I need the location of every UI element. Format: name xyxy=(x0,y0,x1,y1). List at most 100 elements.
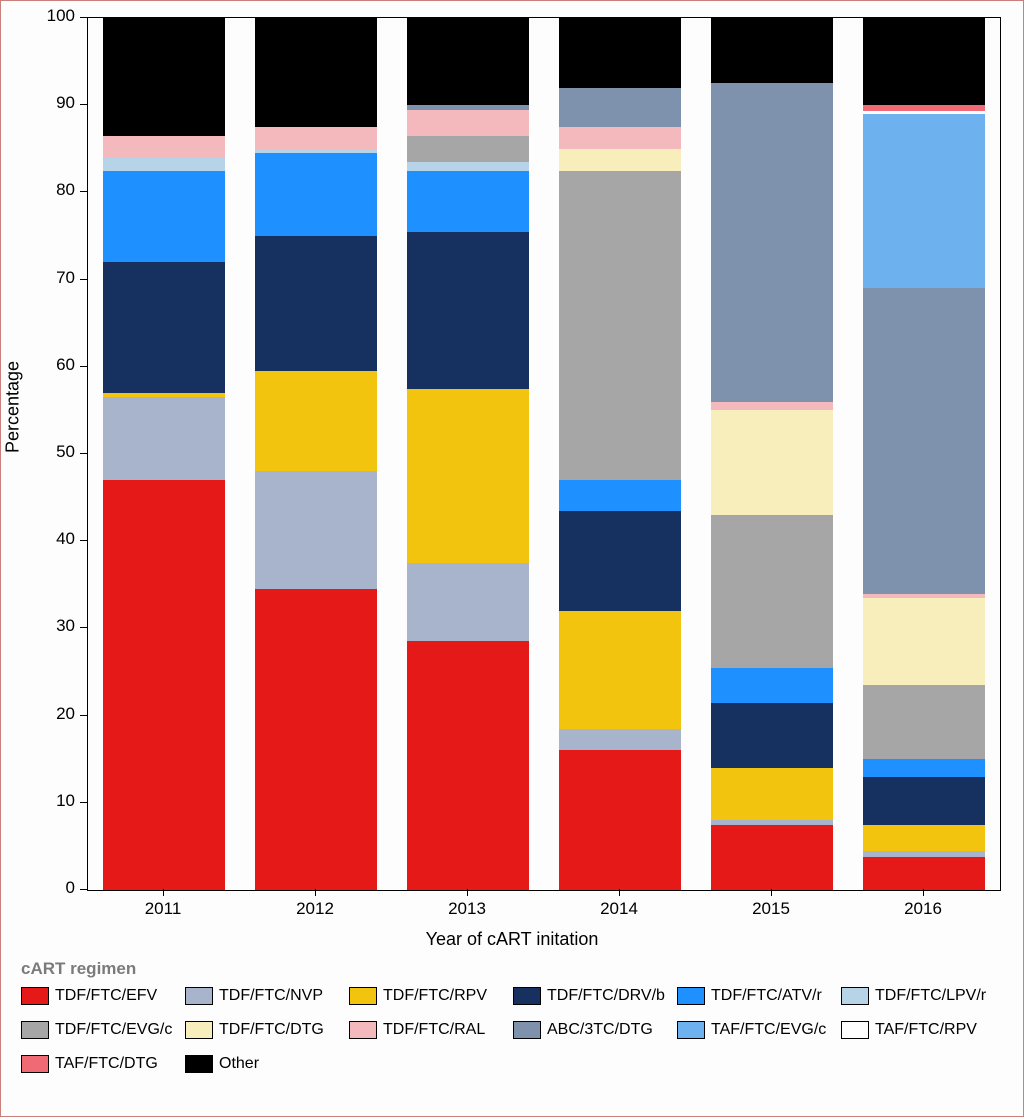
legend-label-10: TAF/FTC/EVG/c xyxy=(711,1021,826,1039)
xtick-2013: 2013 xyxy=(407,899,527,919)
seg-2012-8 xyxy=(255,127,377,149)
legend-swatch-4 xyxy=(677,987,705,1005)
seg-2015-9 xyxy=(711,83,833,401)
seg-2012-2 xyxy=(255,371,377,471)
legend-item-9: ABC/3TC/DTG xyxy=(513,1021,653,1039)
seg-2016-2 xyxy=(863,825,985,851)
seg-2012-5 xyxy=(255,149,377,153)
seg-2016-13 xyxy=(863,18,985,105)
seg-2015-6 xyxy=(711,515,833,668)
legend-label-5: TDF/FTC/LPV/r xyxy=(875,987,986,1005)
bar-2014 xyxy=(559,18,681,890)
legend-swatch-3 xyxy=(513,987,541,1005)
seg-2015-4 xyxy=(711,668,833,703)
bar-2016 xyxy=(863,18,985,890)
legend-item-5: TDF/FTC/LPV/r xyxy=(841,987,986,1005)
seg-2011-0 xyxy=(103,480,225,890)
legend-swatch-7 xyxy=(185,1021,213,1039)
seg-2016-7 xyxy=(863,598,985,685)
seg-2013-6 xyxy=(407,136,529,162)
seg-2016-0 xyxy=(863,857,985,890)
legend-item-3: TDF/FTC/DRV/b xyxy=(513,987,665,1005)
seg-2016-12 xyxy=(863,105,985,111)
seg-2011-2 xyxy=(103,393,225,397)
ytick-0: 0 xyxy=(1,878,75,898)
bar-2012 xyxy=(255,18,377,890)
legend-swatch-2 xyxy=(349,987,377,1005)
seg-2013-3 xyxy=(407,232,529,389)
seg-2015-2 xyxy=(711,768,833,820)
xtick-2014: 2014 xyxy=(559,899,679,919)
seg-2011-1 xyxy=(103,397,225,480)
seg-2011-4 xyxy=(103,171,225,263)
seg-2011-5 xyxy=(103,158,225,171)
seg-2015-13 xyxy=(711,18,833,83)
seg-2016-9 xyxy=(863,288,985,593)
seg-2013-9 xyxy=(407,105,529,109)
seg-2015-0 xyxy=(711,825,833,890)
seg-2016-11 xyxy=(863,111,985,114)
legend-swatch-11 xyxy=(841,1021,869,1039)
seg-2013-2 xyxy=(407,389,529,563)
bar-2011 xyxy=(103,18,225,890)
plot-area xyxy=(87,17,1001,891)
seg-2014-4 xyxy=(559,480,681,511)
legend-item-12: TAF/FTC/DTG xyxy=(21,1055,158,1073)
legend-item-8: TDF/FTC/RAL xyxy=(349,1021,485,1039)
seg-2014-6 xyxy=(559,171,681,481)
seg-2016-1 xyxy=(863,851,985,857)
seg-2012-13 xyxy=(255,18,377,127)
legend-item-2: TDF/FTC/RPV xyxy=(349,987,487,1005)
seg-2014-2 xyxy=(559,611,681,729)
legend-label-3: TDF/FTC/DRV/b xyxy=(547,987,665,1005)
seg-2012-1 xyxy=(255,471,377,589)
legend-swatch-5 xyxy=(841,987,869,1005)
legend-swatch-0 xyxy=(21,987,49,1005)
xtick-2015: 2015 xyxy=(711,899,831,919)
seg-2013-0 xyxy=(407,641,529,890)
seg-2016-3 xyxy=(863,777,985,825)
legend-label-2: TDF/FTC/RPV xyxy=(383,987,487,1005)
legend-label-4: TDF/FTC/ATV/r xyxy=(711,987,822,1005)
legend-item-7: TDF/FTC/DTG xyxy=(185,1021,324,1039)
legend-swatch-12 xyxy=(21,1055,49,1073)
ytick-90: 90 xyxy=(1,93,75,113)
legend-label-13: Other xyxy=(219,1055,259,1073)
seg-2013-5 xyxy=(407,162,529,171)
legend-swatch-8 xyxy=(349,1021,377,1039)
seg-2014-7 xyxy=(559,149,681,171)
seg-2015-3 xyxy=(711,703,833,768)
seg-2011-13 xyxy=(103,18,225,136)
legend-item-10: TAF/FTC/EVG/c xyxy=(677,1021,826,1039)
seg-2016-6 xyxy=(863,685,985,759)
legend-item-1: TDF/FTC/NVP xyxy=(185,987,323,1005)
seg-2012-0 xyxy=(255,589,377,890)
legend-label-0: TDF/FTC/EFV xyxy=(55,987,157,1005)
legend-label-7: TDF/FTC/DTG xyxy=(219,1021,324,1039)
legend-swatch-13 xyxy=(185,1055,213,1073)
ytick-100: 100 xyxy=(1,6,75,26)
legend-swatch-1 xyxy=(185,987,213,1005)
legend-swatch-10 xyxy=(677,1021,705,1039)
x-axis-title: Year of cART initation xyxy=(1,929,1023,950)
ytick-80: 80 xyxy=(1,180,75,200)
seg-2012-3 xyxy=(255,236,377,371)
legend-item-11: TAF/FTC/RPV xyxy=(841,1021,977,1039)
seg-2013-1 xyxy=(407,563,529,641)
legend-item-13: Other xyxy=(185,1055,259,1073)
legend-swatch-6 xyxy=(21,1021,49,1039)
seg-2014-13 xyxy=(559,18,681,88)
legend-label-1: TDF/FTC/NVP xyxy=(219,987,323,1005)
seg-2015-8 xyxy=(711,402,833,411)
seg-2014-3 xyxy=(559,511,681,611)
xtick-2016: 2016 xyxy=(863,899,983,919)
seg-2015-7 xyxy=(711,410,833,515)
seg-2016-10 xyxy=(863,114,985,288)
xtick-2012: 2012 xyxy=(255,899,375,919)
legend-label-9: ABC/3TC/DTG xyxy=(547,1021,653,1039)
legend-swatch-9 xyxy=(513,1021,541,1039)
legend-item-6: TDF/FTC/EVG/c xyxy=(21,1021,172,1039)
legend-item-0: TDF/FTC/EFV xyxy=(21,987,157,1005)
xtick-2011: 2011 xyxy=(103,899,223,919)
ytick-70: 70 xyxy=(1,268,75,288)
